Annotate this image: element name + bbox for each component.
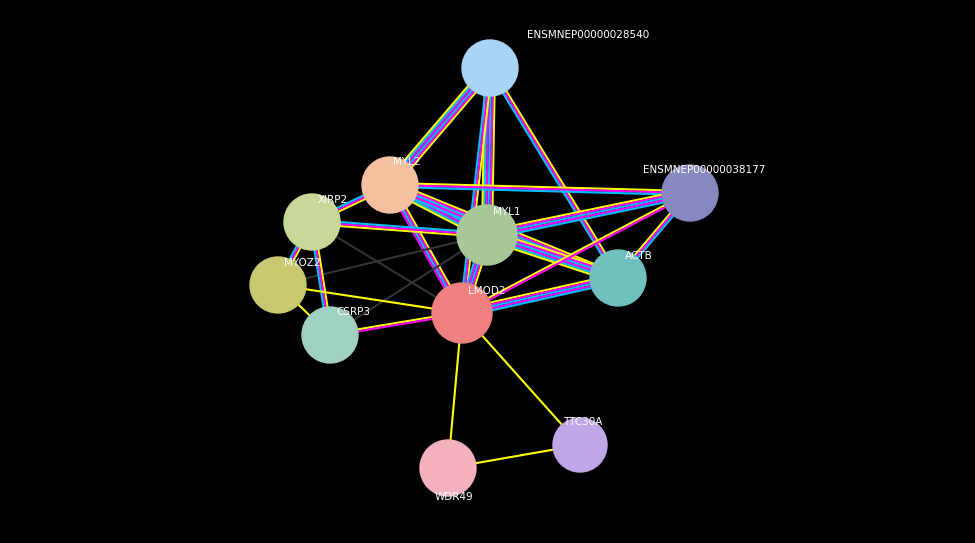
- Text: MYOZ2: MYOZ2: [284, 258, 321, 268]
- Text: ENSMNEP00000028540: ENSMNEP00000028540: [527, 30, 649, 40]
- Text: ENSMNEP00000038177: ENSMNEP00000038177: [643, 165, 765, 175]
- Circle shape: [590, 250, 646, 306]
- Text: XIRP2: XIRP2: [318, 195, 348, 205]
- Circle shape: [420, 440, 476, 496]
- Text: WDR49: WDR49: [435, 492, 474, 502]
- Text: TTC30A: TTC30A: [563, 417, 603, 427]
- Circle shape: [284, 194, 340, 250]
- Circle shape: [457, 205, 517, 265]
- Circle shape: [250, 257, 306, 313]
- Circle shape: [302, 307, 358, 363]
- Circle shape: [432, 283, 492, 343]
- Circle shape: [362, 157, 418, 213]
- Circle shape: [662, 165, 718, 221]
- Circle shape: [462, 40, 518, 96]
- Text: CSRP3: CSRP3: [336, 307, 370, 317]
- Text: ACTB: ACTB: [625, 251, 652, 261]
- Text: MYL1: MYL1: [493, 207, 521, 217]
- Text: LMOD2: LMOD2: [468, 286, 505, 296]
- Circle shape: [553, 418, 607, 472]
- Text: MYL2: MYL2: [393, 157, 420, 167]
